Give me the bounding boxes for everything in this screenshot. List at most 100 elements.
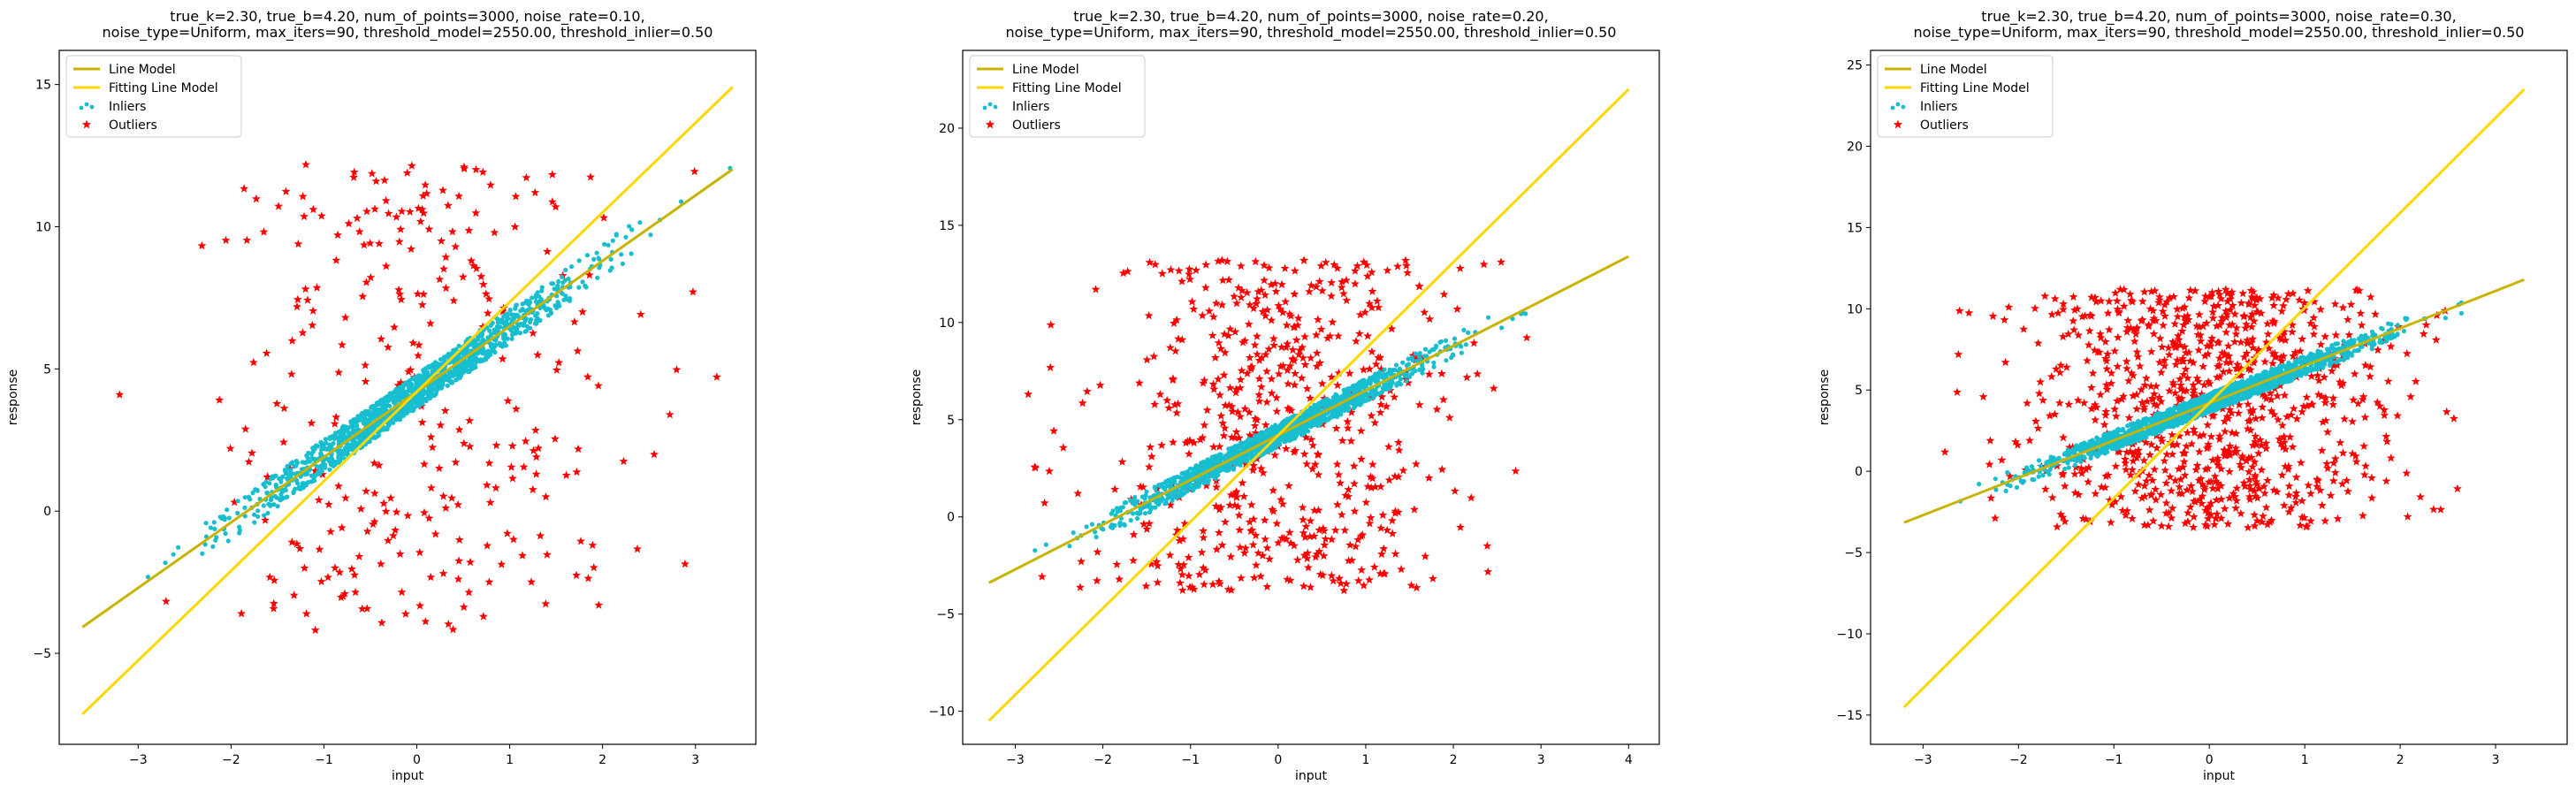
outlier-point: [1221, 400, 1230, 409]
inlier-point: [1382, 382, 1387, 387]
outlier-point: [1316, 261, 1326, 270]
outlier-point: [1149, 352, 1159, 361]
outlier-point: [376, 559, 385, 568]
outlier-point: [1281, 444, 1291, 453]
inlier-point: [262, 513, 267, 518]
outlier-point: [690, 166, 699, 176]
outlier-point: [1233, 502, 1243, 511]
outlier-point: [2104, 296, 2114, 306]
outlier-point: [2100, 483, 2110, 491]
outlier-point: [2209, 301, 2219, 310]
outlier-point: [404, 367, 414, 376]
chart-panel-2: true_k=2.30, true_b=4.20, num_of_points=…: [910, 8, 1660, 783]
inlier-point: [1444, 358, 1449, 363]
inlier-point: [499, 317, 505, 323]
outlier-point: [1254, 374, 1264, 383]
outlier-point: [2181, 364, 2191, 373]
inlier-point: [1420, 363, 1425, 369]
outlier-point: [2132, 404, 2142, 413]
outlier-point: [375, 239, 384, 248]
outlier-point: [2184, 315, 2193, 324]
outlier-point: [1245, 517, 1254, 526]
outlier-point: [340, 313, 350, 322]
outlier-point: [1226, 490, 1236, 499]
inlier-point: [522, 329, 528, 334]
outlier-point: [1369, 562, 1379, 571]
legend-swatch-inliers: [987, 102, 993, 107]
outlier-point: [2100, 337, 2110, 346]
outlier-point: [1452, 304, 1462, 313]
outlier-point: [2224, 351, 2234, 360]
outlier-point: [2214, 286, 2223, 295]
outlier-point: [2130, 337, 2139, 346]
outlier-point: [2263, 520, 2272, 529]
outlier-point: [1272, 519, 1282, 528]
outlier-point: [511, 404, 521, 413]
outlier-point: [392, 507, 401, 516]
chart-title-line: true_k=2.30, true_b=4.20, num_of_points=…: [1073, 8, 1548, 26]
outlier-point: [2298, 401, 2308, 410]
outlier-point: [478, 279, 488, 288]
outlier-point: [2336, 438, 2345, 447]
outlier-point: [2227, 408, 2237, 417]
inlier-point: [396, 394, 401, 400]
outlier-point: [300, 563, 309, 572]
outlier-point: [2176, 475, 2185, 484]
outlier-point: [440, 406, 450, 415]
outlier-point: [2189, 522, 2199, 531]
outlier-point: [1215, 505, 1224, 514]
outlier-point: [2326, 491, 2336, 499]
outlier-point: [1473, 369, 1482, 378]
inlier-point: [1461, 327, 1467, 332]
outlier-point: [2132, 453, 2141, 462]
inlier-point: [461, 351, 467, 356]
outlier-point: [2034, 389, 2044, 398]
outlier-point: [301, 609, 311, 618]
outlier-point: [2101, 354, 2110, 362]
inlier-point: [1131, 511, 1136, 516]
inlier-point: [1413, 351, 1418, 356]
outlier-point: [421, 617, 431, 626]
outlier-point: [1327, 571, 1337, 580]
outlier-point: [2263, 319, 2272, 328]
outlier-point: [1372, 296, 1382, 305]
inlier-point: [450, 350, 455, 355]
outlier-point: [1285, 362, 1295, 370]
y-axis-label: response: [910, 370, 924, 426]
outlier-point: [2336, 380, 2346, 390]
outlier-point: [1342, 579, 1351, 588]
outlier-point: [2178, 462, 2188, 471]
outlier-point: [2129, 325, 2138, 334]
outlier-point: [1300, 532, 1310, 541]
outlier-point: [531, 469, 541, 478]
inlier-point: [242, 505, 248, 511]
outlier-point: [225, 444, 235, 453]
outlier-point: [1329, 576, 1338, 585]
inlier-point: [339, 454, 344, 461]
outlier-point: [287, 537, 297, 546]
outlier-point: [350, 570, 359, 579]
outlier-point: [1269, 334, 1278, 343]
outlier-point: [1142, 524, 1152, 533]
outlier-point: [1991, 514, 2000, 522]
inlier-point: [360, 410, 365, 416]
outlier-point: [370, 517, 379, 526]
outlier-point: [2321, 393, 2330, 402]
outlier-point: [1299, 449, 1309, 458]
outlier-point: [2229, 337, 2239, 346]
outlier-point: [1359, 365, 1368, 374]
outlier-point: [2177, 326, 2187, 335]
outlier-point: [2144, 320, 2153, 329]
outlier-point: [530, 425, 540, 434]
outlier-point: [2269, 409, 2279, 419]
inlier-point: [1196, 484, 1201, 490]
inlier-point: [301, 485, 306, 491]
inlier-point: [1117, 522, 1123, 529]
outlier-point: [1363, 271, 1372, 280]
outlier-point: [2302, 392, 2312, 401]
outlier-point: [1388, 529, 1398, 537]
outlier-point: [583, 372, 592, 381]
outlier-point: [1145, 462, 1154, 471]
outlier-point: [1368, 286, 1377, 295]
inlier-point: [1148, 507, 1154, 512]
